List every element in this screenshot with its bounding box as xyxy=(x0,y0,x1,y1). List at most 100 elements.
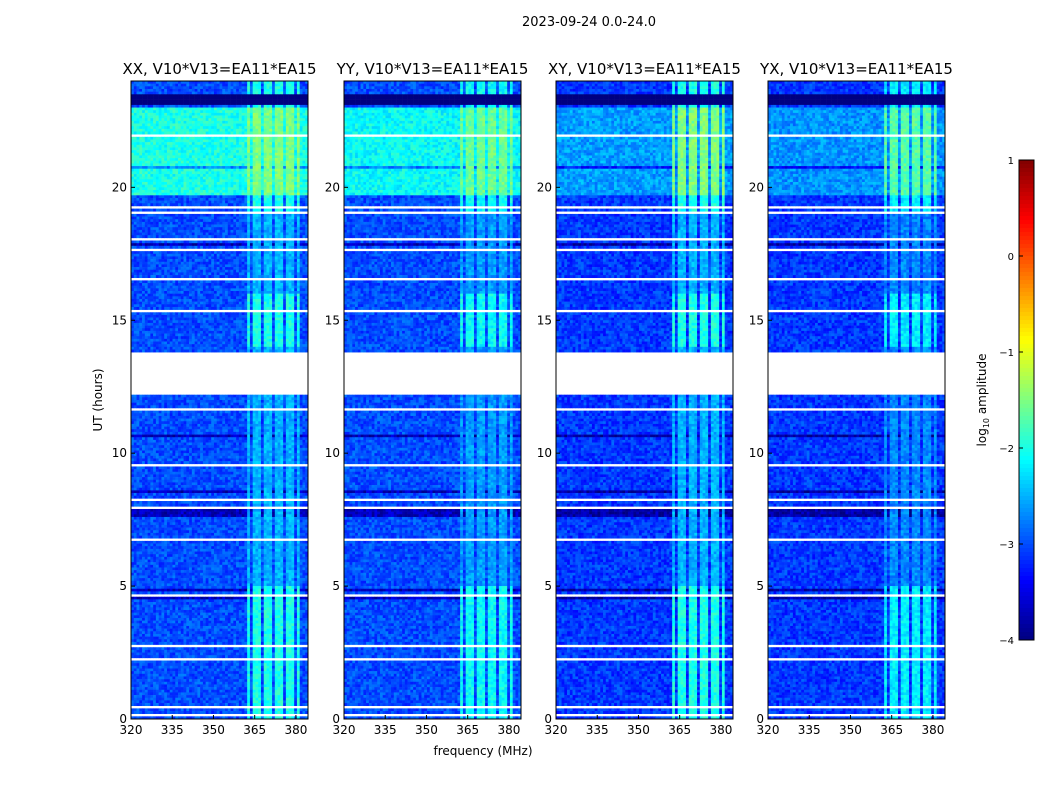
heatmap-cell xyxy=(197,94,200,97)
heatmap-cell xyxy=(236,158,239,161)
heatmap-cell xyxy=(197,161,200,164)
heatmap-cell xyxy=(184,161,187,164)
heatmap-cell xyxy=(217,86,220,89)
heatmap-cell xyxy=(178,100,181,103)
heatmap-cell xyxy=(137,92,140,95)
heatmap-cell xyxy=(302,139,305,142)
heatmap-cell xyxy=(161,110,164,113)
heatmap-cell xyxy=(178,171,181,174)
heatmap-cell xyxy=(170,102,173,105)
heatmap-cell xyxy=(150,102,153,105)
heatmap-cell xyxy=(283,142,286,145)
heatmap-cell xyxy=(275,174,278,177)
heatmap-cell xyxy=(184,137,187,140)
heatmap-cell xyxy=(222,92,225,95)
heatmap-cell xyxy=(175,155,178,158)
heatmap-cell xyxy=(242,118,245,121)
heatmap-cell xyxy=(231,124,234,127)
heatmap-cell xyxy=(267,116,270,119)
heatmap-cell xyxy=(206,102,209,105)
heatmap-cell xyxy=(272,158,275,161)
heatmap-cell xyxy=(267,163,270,166)
heatmap-cell xyxy=(220,124,223,127)
heatmap-cell xyxy=(222,177,225,180)
heatmap-cell xyxy=(184,113,187,116)
heatmap-cell xyxy=(261,145,264,148)
heatmap-cell xyxy=(208,105,211,108)
heatmap-cell xyxy=(208,145,211,148)
heatmap-cell xyxy=(286,147,289,150)
heatmap-cell xyxy=(148,145,151,148)
heatmap-cell xyxy=(275,121,278,124)
heatmap-cell xyxy=(214,171,217,174)
heatmap-cell xyxy=(134,166,137,169)
heatmap-cell xyxy=(214,116,217,119)
heatmap-cell xyxy=(253,166,256,169)
heatmap-cell xyxy=(206,161,209,164)
heatmap-cell xyxy=(195,166,198,169)
heatmap-cell xyxy=(302,124,305,127)
heatmap-cell xyxy=(220,110,223,113)
heatmap-cell xyxy=(272,124,275,127)
heatmap-cell xyxy=(186,142,189,145)
heatmap-cell xyxy=(289,137,292,140)
heatmap-cell xyxy=(225,129,228,132)
heatmap-cell xyxy=(261,92,264,95)
heatmap-cell xyxy=(280,132,283,135)
heatmap-cell xyxy=(206,155,209,158)
heatmap-cell xyxy=(172,171,175,174)
heatmap-cell xyxy=(300,169,303,172)
heatmap-cell xyxy=(258,171,261,174)
heatmap-cell xyxy=(200,142,203,145)
heatmap-cell xyxy=(289,110,292,113)
heatmap-cell xyxy=(200,89,203,92)
heatmap-cell xyxy=(283,105,286,108)
heatmap-cell xyxy=(211,84,214,87)
heatmap-cell xyxy=(247,158,250,161)
heatmap-cell xyxy=(255,108,258,111)
heatmap-cell xyxy=(236,166,239,169)
heatmap-cell xyxy=(244,89,247,92)
heatmap-cell xyxy=(161,169,164,172)
heatmap-cell xyxy=(228,179,231,182)
heatmap-cell xyxy=(206,100,209,103)
heatmap-cell xyxy=(211,86,214,89)
heatmap-cell xyxy=(297,166,300,169)
heatmap-cell xyxy=(170,129,173,132)
heatmap-cell xyxy=(258,121,261,124)
heatmap-cell xyxy=(264,105,267,108)
heatmap-cell xyxy=(220,129,223,132)
heatmap-cell xyxy=(161,155,164,158)
heatmap-cell xyxy=(278,169,281,172)
heatmap-cell xyxy=(159,124,162,127)
heatmap-cell xyxy=(250,94,253,97)
heatmap-cell xyxy=(261,161,264,164)
heatmap-cell xyxy=(239,142,242,145)
heatmap-cell xyxy=(137,86,140,89)
heatmap-cell xyxy=(181,153,184,156)
heatmap-cell xyxy=(203,113,206,116)
heatmap-cell xyxy=(244,92,247,95)
heatmap-cell xyxy=(275,137,278,140)
heatmap-cell xyxy=(195,100,198,103)
heatmap-cell xyxy=(247,110,250,113)
heatmap-cell xyxy=(153,179,156,182)
heatmap-cell xyxy=(269,97,272,100)
heatmap-cell xyxy=(269,121,272,124)
heatmap-cell xyxy=(222,124,225,127)
heatmap-cell xyxy=(225,169,228,172)
heatmap-cell xyxy=(145,118,148,121)
heatmap-cell xyxy=(184,126,187,129)
heatmap-cell xyxy=(250,155,253,158)
heatmap-cell xyxy=(142,84,145,87)
heatmap-cell xyxy=(189,92,192,95)
heatmap-cell xyxy=(261,97,264,100)
heatmap-cell xyxy=(294,147,297,150)
heatmap-cell xyxy=(134,102,137,105)
heatmap-cell xyxy=(211,155,214,158)
heatmap-cell xyxy=(142,121,145,124)
heatmap-cell xyxy=(197,84,200,87)
heatmap-cell xyxy=(170,86,173,89)
heatmap-cell xyxy=(175,177,178,180)
heatmap-cell xyxy=(153,153,156,156)
